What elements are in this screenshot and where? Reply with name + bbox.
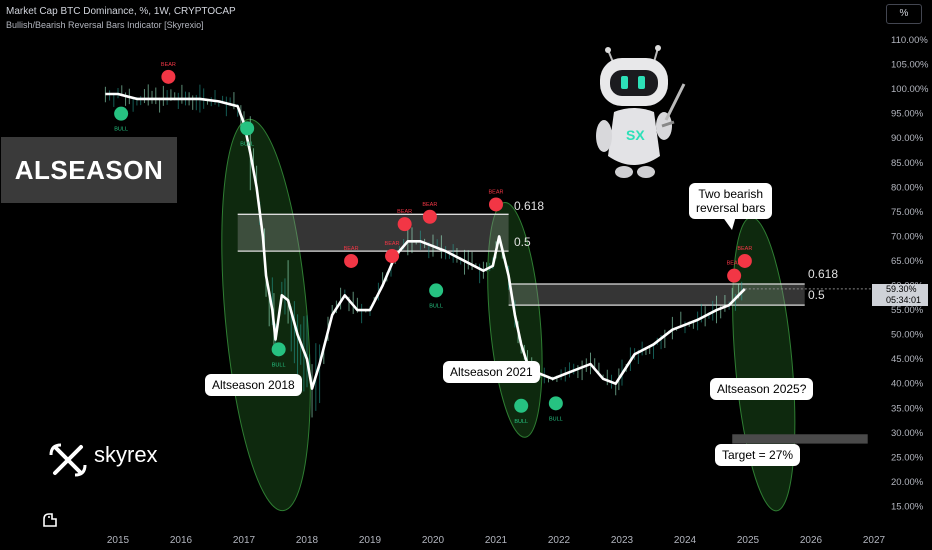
callout-pointer-icon — [722, 216, 736, 230]
bear-signal-marker — [737, 253, 752, 268]
y-tick-label: 50.00% — [891, 330, 924, 341]
alseason-badge: ALSEASON — [1, 137, 177, 203]
bull-signal-marker — [240, 121, 255, 136]
bear-signal-marker — [727, 268, 742, 283]
bull-signal-label: BULL — [514, 419, 528, 425]
x-tick-label: 2015 — [107, 535, 130, 546]
target-zone — [732, 434, 868, 444]
bull-signal-marker — [548, 396, 563, 411]
y-tick-label: 30.00% — [891, 428, 924, 439]
altseason-zone — [732, 216, 796, 512]
two-bearish-callout: Two bearish reversal bars — [689, 183, 773, 219]
altseason-2021-label: Altseason 2021 — [450, 365, 533, 379]
x-tick-label: 2025 — [737, 535, 760, 546]
bear-signal-marker — [489, 197, 503, 212]
two-bearish-line1: Two bearish — [698, 187, 764, 201]
bull-signal-marker — [514, 398, 529, 413]
fib-lower-05: 0.5 — [808, 288, 825, 302]
bear-signal-label: BEAR — [397, 209, 412, 215]
y-tick-label: 100.00% — [891, 84, 929, 95]
bear-signal-marker — [161, 69, 176, 84]
price-line — [105, 92, 746, 390]
x-tick-label: 2016 — [170, 535, 193, 546]
x-tick-label: 2023 — [611, 535, 634, 546]
bear-signal-label: BEAR — [422, 202, 437, 208]
x-tick-label: 2020 — [422, 535, 445, 546]
signals-layer: BEAR BULL BULL BULL BEAR BEAR BEAR BEAR BULL BEAR… — [114, 62, 752, 425]
bull-signal-label: BULL — [114, 127, 128, 133]
fib-zone — [237, 214, 509, 252]
bull-signal-label: BULL — [272, 362, 286, 368]
x-tick-label: 2027 — [863, 535, 886, 546]
altseason-2021-callout: Altseason 2021 — [443, 361, 540, 383]
bull-signal-marker — [114, 106, 129, 121]
altseason-2025-label: Altseason 2025? — [717, 382, 807, 396]
y-tick-label: 65.00% — [891, 256, 924, 267]
y-tick-label: 45.00% — [891, 354, 924, 365]
y-tick-label: 95.00% — [891, 109, 924, 120]
skyrex-logo-name: skyrex — [94, 442, 158, 467]
y-tick-label: 110.00% — [891, 35, 928, 46]
bear-signal-label: BEAR — [161, 62, 176, 68]
bear-signal-marker — [344, 253, 359, 268]
tradingview-icon[interactable] — [40, 510, 60, 530]
y-tick-label: 15.00% — [891, 501, 924, 512]
bear-signal-label: BEAR — [737, 246, 752, 252]
target-label: Target = 27% — [722, 448, 794, 462]
skyrex-mark-icon — [49, 443, 87, 477]
indicator-name: Bullish/Bearish Reversal Bars Indicator … — [6, 20, 204, 30]
current-price-tag: 59.30% 05:34:01 — [872, 284, 928, 306]
fib-lower-0618: 0.618 — [808, 267, 839, 281]
bull-signal-marker — [429, 283, 444, 298]
target-callout: Target = 27% — [715, 444, 801, 466]
fib-upper-05: 0.5 — [514, 235, 531, 249]
fib-upper-0618: 0.618 — [514, 199, 545, 213]
bear-signal-marker — [422, 209, 437, 224]
bull-signal-label: BULL — [240, 141, 254, 147]
altseason-2018-callout: Altseason 2018 — [205, 374, 302, 396]
y-tick-label: 55.00% — [891, 305, 924, 316]
fib-zone — [508, 284, 805, 306]
bull-signal-label: BULL — [429, 303, 443, 309]
y-tick-label: 35.00% — [891, 403, 924, 414]
altseason-2025-callout: Altseason 2025? — [710, 378, 814, 400]
bear-signal-marker — [385, 249, 400, 264]
x-tick-label: 2019 — [359, 535, 382, 546]
bear-signal-label: BEAR — [727, 261, 742, 267]
two-bearish-line2: reversal bars — [696, 201, 766, 215]
bear-signal-label: BEAR — [489, 189, 504, 195]
x-tick-label: 2017 — [233, 535, 256, 546]
bear-signal-label: BEAR — [344, 246, 359, 252]
bar-countdown: 05:34:01 — [886, 295, 922, 305]
bear-signal-marker — [397, 217, 412, 232]
chart-title: Market Cap BTC Dominance, %, 1W, CRYPTOC… — [6, 6, 236, 17]
altseason-zone — [221, 118, 311, 512]
y-tick-label: 80.00% — [891, 182, 924, 193]
svg-text:SX: SX — [626, 127, 645, 143]
current-price-value: 59.30% — [886, 284, 917, 294]
x-tick-label: 2021 — [485, 535, 508, 546]
y-tick-label: 25.00% — [891, 452, 924, 463]
y-tick-label: 90.00% — [891, 133, 924, 144]
bear-signal-label: BEAR — [385, 241, 400, 247]
robot-mascot-icon: SX — [596, 45, 686, 178]
y-tick-label: 85.00% — [891, 158, 924, 169]
y-tick-label: 40.00% — [891, 379, 924, 390]
skyrex-logo: skyrex — [37, 432, 182, 487]
x-tick-label: 2022 — [548, 535, 571, 546]
altseason-2018-label: Altseason 2018 — [212, 378, 295, 392]
bull-signal-label: BULL — [549, 416, 563, 422]
y-tick-label: 20.00% — [891, 477, 924, 488]
x-tick-label: 2024 — [674, 535, 697, 546]
y-tick-label: 105.00% — [891, 60, 929, 71]
unit-toggle-button[interactable]: % — [886, 4, 922, 24]
y-tick-label: 70.00% — [891, 231, 924, 242]
y-tick-label: 75.00% — [891, 207, 924, 218]
bull-signal-marker — [271, 342, 286, 357]
x-tick-label: 2018 — [296, 535, 319, 546]
x-tick-label: 2026 — [800, 535, 823, 546]
